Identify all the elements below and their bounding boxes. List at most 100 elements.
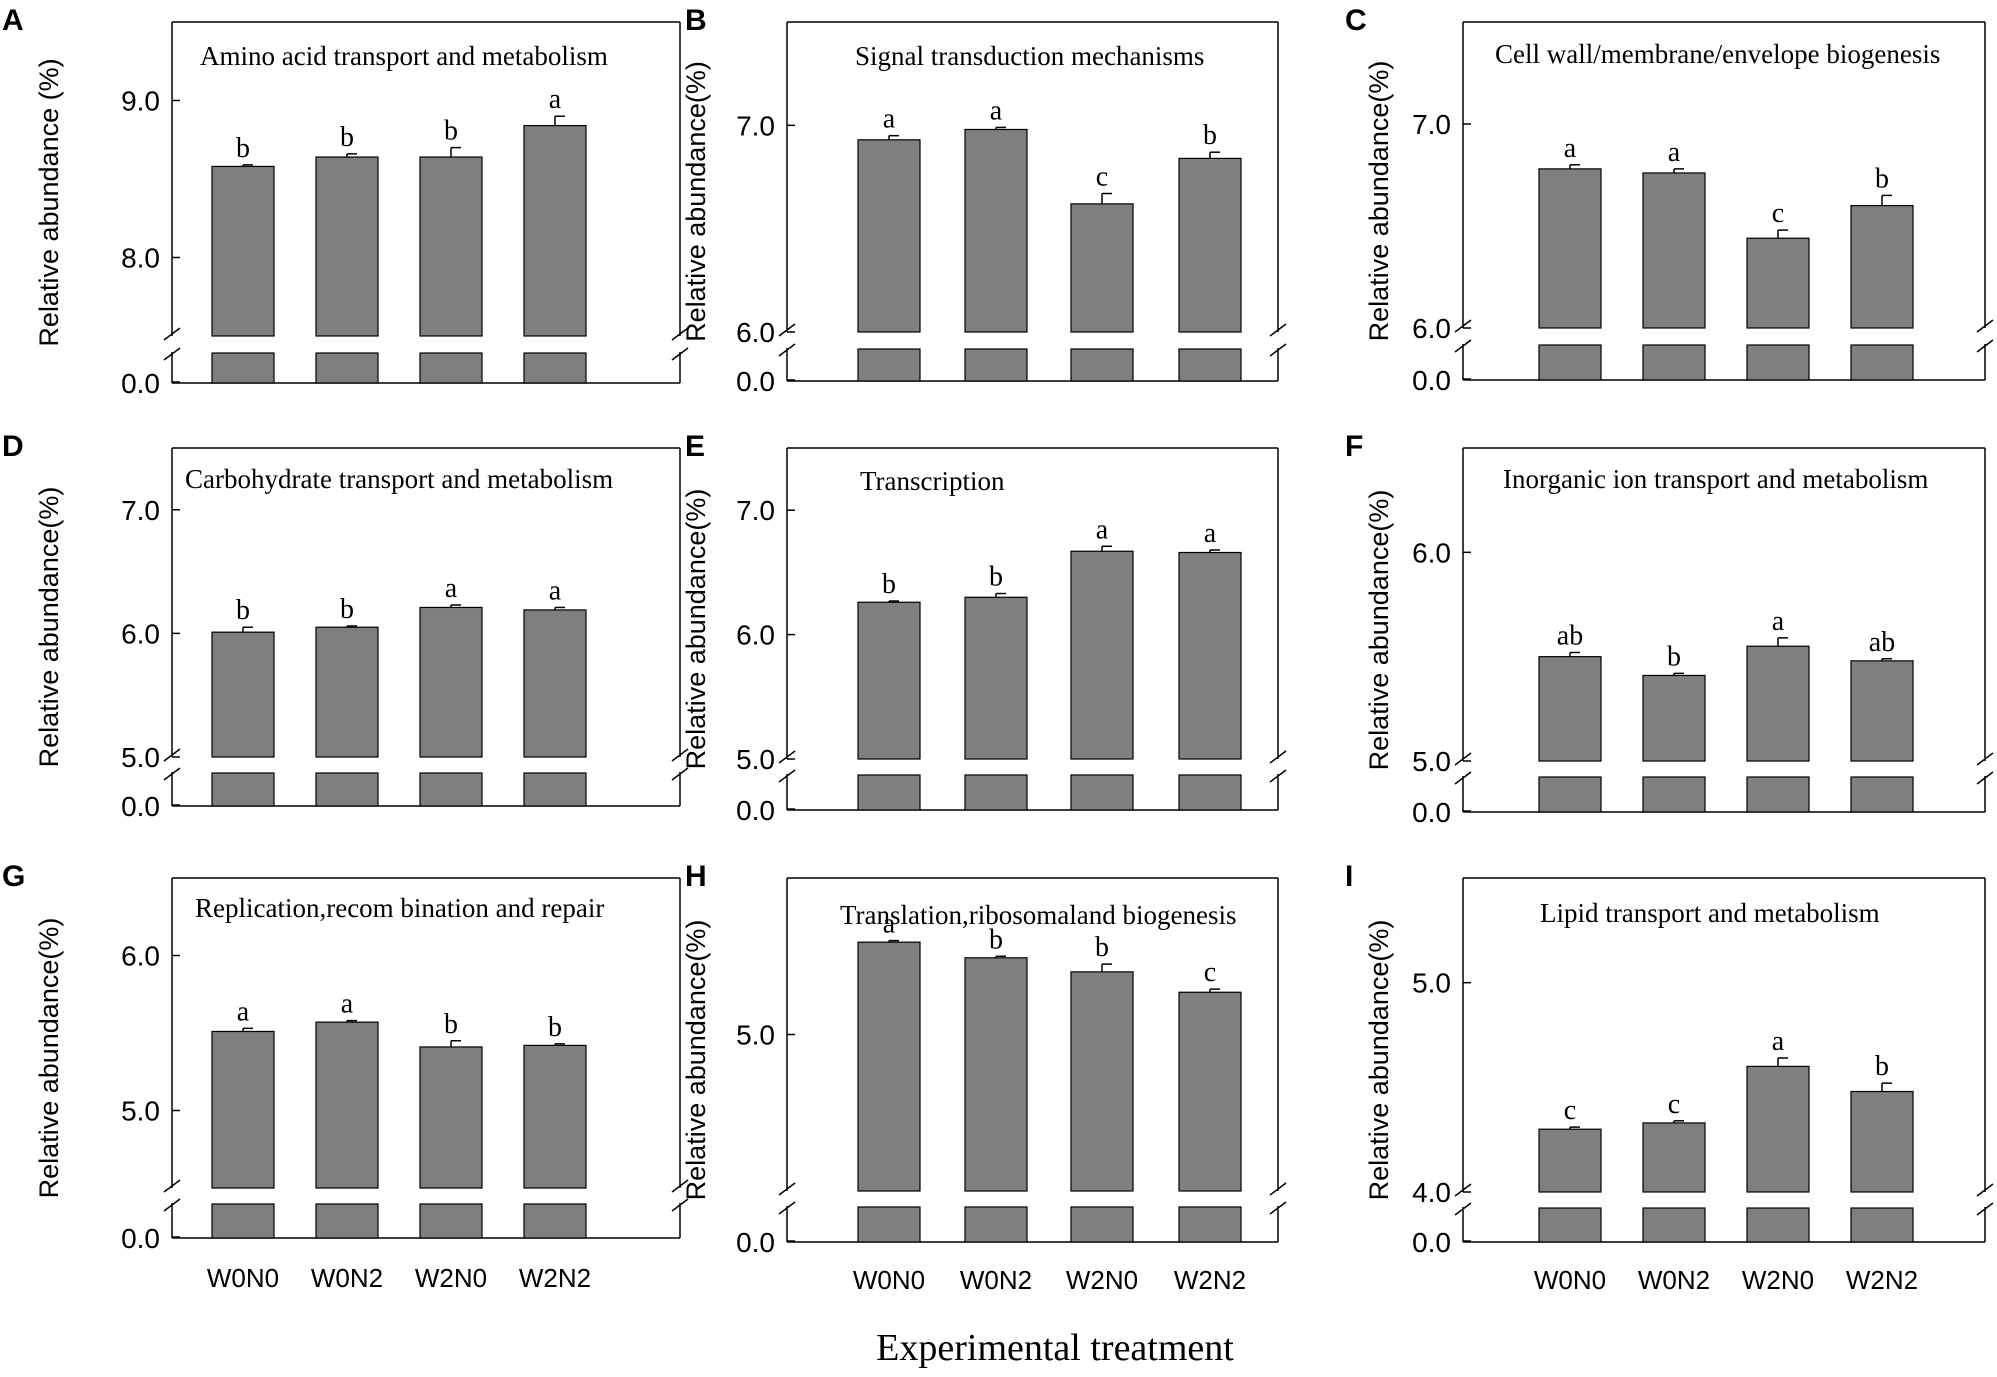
axis-break-mark (778, 750, 796, 764)
chart-title: Carbohydrate transport and metabolism (185, 464, 613, 494)
axis-break-mark (1454, 1183, 1472, 1197)
bar (419, 606, 483, 758)
axis-break-mark (163, 767, 181, 781)
bar-stub (857, 1206, 921, 1243)
significance-letter: b (340, 122, 354, 153)
chart-panel-g: 5.0 6.0 0.0 Relative abundance(%) G Replicati… (2, 860, 689, 1254)
bar (1642, 674, 1706, 762)
significance-letter: c (1668, 1089, 1680, 1120)
bar (857, 139, 921, 333)
bar-stub (1850, 1207, 1914, 1243)
bar-stub (1746, 1207, 1810, 1243)
y-axis-title: Relative abundance(%) (681, 61, 711, 342)
axis-break-mark (163, 1198, 181, 1212)
y-tick-label: 0.0 (121, 791, 160, 822)
bar-stub (1178, 774, 1242, 811)
significance-letter: b (444, 116, 458, 147)
bar-stub (1178, 348, 1242, 382)
panel-letter: B (685, 4, 707, 37)
axis-break-mark (1269, 323, 1287, 337)
x-tick-label: W0N2 (311, 1263, 383, 1293)
bar (1850, 205, 1914, 329)
y-tick-label: 6.0 (1412, 313, 1451, 344)
significance-letter: a (1564, 133, 1577, 164)
y-axis-title: Relative abundance(%) (34, 487, 64, 768)
axis-break-mark (671, 1198, 689, 1212)
significance-letter: c (1204, 957, 1216, 988)
axis-break-mark (778, 1182, 796, 1196)
y-tick-label: 5.0 (736, 744, 775, 775)
significance-letter: a (445, 573, 458, 604)
bar-stub (523, 1203, 587, 1239)
bar (857, 941, 921, 1192)
significance-letter: c (1772, 198, 1784, 229)
panel-letter: E (685, 430, 705, 463)
axis-break-mark (1976, 1202, 1994, 1216)
chart-title: Translation,ribosomaland biogenesis (840, 900, 1236, 930)
axis-break-mark (671, 767, 689, 781)
y-tick-label: 0.0 (736, 366, 775, 397)
x-tick-label: W0N2 (1638, 1265, 1710, 1295)
bar (1538, 168, 1602, 329)
panel-letter: H (685, 860, 707, 893)
bar-stub (315, 772, 379, 807)
bar (419, 156, 483, 337)
panel-letter: D (2, 430, 24, 463)
panel-letter: I (1345, 860, 1353, 893)
bar (523, 609, 587, 758)
bar (315, 156, 379, 337)
significance-letter: a (1204, 518, 1217, 549)
y-tick-label: 7.0 (121, 495, 160, 526)
axis-break-mark (163, 748, 181, 762)
significance-letter: a (883, 104, 896, 135)
chart-title: Transcription (860, 466, 1005, 496)
y-tick-label: 0.0 (121, 368, 160, 399)
chart-panel-b: 6.0 7.0 0.0 Relative abundance(%) B Signal tr… (681, 4, 1287, 397)
bar-stub (1178, 1206, 1242, 1243)
y-tick-label: 0.0 (736, 1227, 775, 1258)
significance-letter: a (237, 996, 250, 1027)
panel-letter: C (1345, 4, 1367, 37)
axis-break-mark (1269, 1182, 1287, 1196)
axis-break-mark (671, 1179, 689, 1193)
bar-stub (211, 772, 275, 807)
y-tick-label: 5.0 (121, 742, 160, 773)
bar-stub (419, 1203, 483, 1239)
axis-break-mark (1976, 752, 1994, 766)
bar-stub (1070, 1206, 1134, 1243)
chart-panel-f: 5.0 6.0 0.0 Relative abundance(%)F Inorganic… (1345, 430, 1994, 828)
bar-stub (1850, 344, 1914, 381)
y-tick-label: 7.0 (736, 495, 775, 526)
x-tick-label: W0N0 (207, 1263, 279, 1293)
bar-stub (1070, 774, 1134, 811)
bar-stub (419, 352, 483, 384)
panel-letter: G (2, 860, 25, 893)
significance-letter: ab (1557, 620, 1583, 651)
chart-title: Lipid transport and metabolism (1540, 898, 1880, 928)
chart-panel-a: 8.0 9.0 0.0 Relative abundance (%) A Amino ac… (2, 4, 689, 399)
bar-stub (315, 1203, 379, 1239)
chart-panel-c: 6.0 7.0 0.0 Relative abundance(%) C Cell wall… (1345, 4, 1994, 396)
y-tick-label: 6.0 (1412, 537, 1451, 568)
bar (315, 1021, 379, 1189)
axis-break-mark (671, 748, 689, 762)
panel-letter: A (2, 4, 24, 37)
significance-letter: a (549, 84, 562, 115)
x-tick-label: W2N2 (1174, 1265, 1246, 1295)
x-tick-label: W2N0 (1742, 1265, 1814, 1295)
x-tick-labels-row-i: W0N0 W0N2 W2N0 W2N2 (1534, 1265, 1918, 1295)
axis-break-mark (1976, 319, 1994, 333)
bar (1070, 971, 1134, 1192)
y-tick-label: 0.0 (736, 795, 775, 826)
bar-stub (211, 352, 275, 384)
axis-break-mark (1269, 1201, 1287, 1215)
bar (523, 1044, 587, 1189)
axis-break-mark (778, 343, 796, 357)
bar-stub (523, 772, 587, 807)
bar (211, 165, 275, 337)
bar-stub (1642, 1207, 1706, 1243)
chart-panel-h: 5.0 0.0 Relative abundance(%) H Translation,… (681, 860, 1287, 1258)
y-tick-label: 6.0 (736, 317, 775, 348)
significance-letter: b (882, 569, 896, 600)
